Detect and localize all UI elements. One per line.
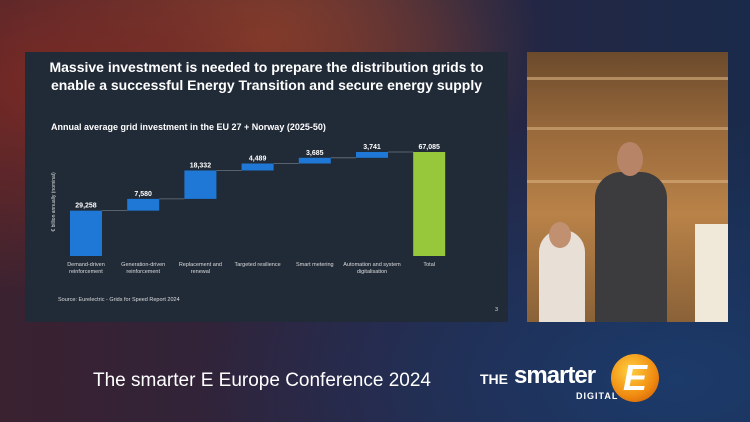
logo-the: THE xyxy=(480,371,508,387)
logo-digital: DIGITAL xyxy=(576,391,619,401)
event-title: The smarter E Europe Conference 2024 xyxy=(93,370,431,391)
slide-title-line: enable a successful Energy Transition an… xyxy=(50,77,483,93)
category-label: Demand-driven reinforcement xyxy=(67,262,105,275)
category-label: Replacement and renewal xyxy=(179,262,222,275)
bar xyxy=(241,163,274,171)
data-label: 3,741 xyxy=(363,144,381,151)
page-number: 3 xyxy=(495,307,499,313)
standing-speaker xyxy=(595,172,667,322)
category-label: Automation and system digitalisation xyxy=(343,262,401,275)
category-label: Generation-driven reinforcement xyxy=(121,262,165,275)
bar xyxy=(356,152,388,158)
y-axis-label: € billion annually (nominal) xyxy=(51,172,57,232)
slide-title-line: Massive investment is needed to prepare … xyxy=(49,59,484,75)
logo-smarter: smarter xyxy=(514,362,596,389)
data-label: 7,580 xyxy=(134,191,152,198)
data-label: 29,258 xyxy=(75,203,97,210)
chart-title: Annual average grid investment in the EU… xyxy=(51,122,326,132)
presentation-slide: Massive investment is needed to prepare … xyxy=(25,52,508,322)
source-note: Source: Eurelectric - Grids for Speed Re… xyxy=(58,297,180,303)
waterfall-chart: € billion annually (nominal) 29,258 Demand… xyxy=(51,144,446,275)
logo-e-icon: E xyxy=(611,354,659,402)
speaker-camera-feed xyxy=(527,52,728,322)
bar xyxy=(184,170,217,199)
bar xyxy=(413,152,446,256)
category-label: Targeted resilience xyxy=(235,262,281,268)
data-label: 4,489 xyxy=(249,156,267,163)
category-label: Smart metering xyxy=(296,262,334,268)
sign-board xyxy=(695,224,728,322)
the-smarter-e-logo: THE smarter DIGITAL E xyxy=(480,352,660,406)
slide-title: Massive investment is needed to prepare … xyxy=(25,58,508,94)
bar xyxy=(298,157,331,164)
bar xyxy=(127,198,160,211)
person-head xyxy=(549,222,571,248)
speaker-head xyxy=(617,142,643,176)
data-label: 67,085 xyxy=(418,144,440,151)
category-label: Total xyxy=(423,262,435,268)
bar xyxy=(70,210,102,256)
data-label: 3,685 xyxy=(306,150,324,157)
data-label: 18,332 xyxy=(190,162,212,169)
